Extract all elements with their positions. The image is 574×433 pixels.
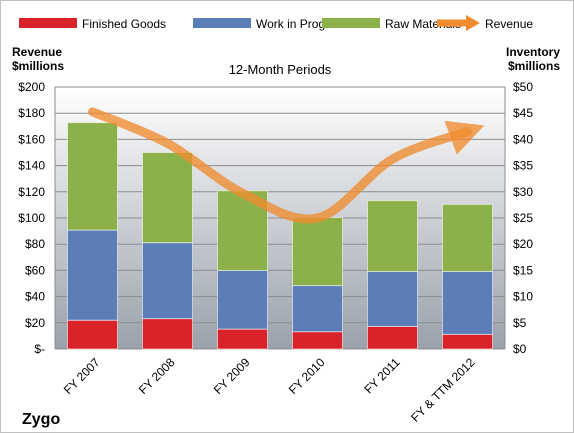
right-tick-label: $10: [513, 290, 533, 304]
bar-work-in-progress: [367, 270, 418, 327]
bar-finished-goods: [67, 319, 118, 350]
bar-finished-goods: [142, 318, 193, 350]
right-tick-label: $40: [513, 132, 533, 146]
bar-finished-goods: [292, 331, 343, 350]
legend-label-finished-goods: Finished Goods: [82, 17, 166, 31]
right-tick-label: $50: [513, 80, 533, 94]
right-axis-ticks: $0 $5 $10 $15 $20 $25 $30 $35 $40 $45 $50: [513, 80, 533, 356]
left-tick-label: $80: [25, 237, 45, 251]
left-tick-label: $100: [18, 211, 45, 225]
bar-raw-materials: [67, 122, 118, 231]
revenue-line-layer: [88, 107, 485, 224]
bar-raw-materials: [367, 200, 418, 272]
company-name: Zygo: [22, 411, 60, 428]
left-axis-ticks: $- $20 $40 $60 $80 $100 $120 $140 $160 $180 $200: [18, 80, 45, 356]
bar-work-in-progress: [67, 229, 118, 321]
left-tick-label: $160: [18, 132, 45, 146]
left-tick-label: $60: [25, 263, 45, 277]
legend: Finished Goods Work in Progress Raw Mate…: [19, 15, 533, 31]
bar-work-in-progress: [442, 270, 493, 335]
bar-finished-goods: [367, 325, 418, 350]
right-tick-label: $0: [513, 342, 527, 356]
left-axis-title-line2: $millions: [12, 59, 64, 73]
right-axis-title-line1: Inventory: [506, 45, 560, 59]
left-tick-label: $180: [18, 106, 45, 120]
chart-subtitle: 12-Month Periods: [229, 62, 332, 77]
bar-work-in-progress: [292, 285, 343, 333]
bar-finished-goods: [217, 328, 268, 350]
right-axis-title-line2: $millions: [508, 59, 560, 73]
left-tick-label: $140: [18, 159, 45, 173]
bar-finished-goods: [442, 333, 493, 350]
right-tick-label: $30: [513, 185, 533, 199]
bar-raw-materials: [292, 216, 343, 287]
left-axis-title-line1: Revenue: [12, 45, 62, 59]
legend-revenue-arrow-icon: [466, 15, 480, 31]
right-tick-label: $15: [513, 263, 533, 277]
left-tick-label: $20: [25, 316, 45, 330]
left-tick-label: $200: [18, 80, 45, 94]
gridlines: [54, 86, 506, 350]
legend-swatch-work-in-progress: [193, 18, 251, 28]
bar-work-in-progress: [217, 269, 268, 330]
left-tick-label: $120: [18, 185, 45, 199]
legend-swatch-raw-materials: [322, 18, 380, 28]
legend-label-revenue: Revenue: [485, 17, 533, 31]
left-tick-label: $40: [25, 290, 45, 304]
bar-raw-materials: [142, 152, 193, 244]
right-tick-label: $35: [513, 159, 533, 173]
right-tick-label: $20: [513, 237, 533, 251]
revenue-line: [88, 107, 485, 224]
bar-work-in-progress: [142, 242, 193, 320]
right-tick-label: $5: [513, 316, 527, 330]
bar-raw-materials: [442, 203, 493, 272]
left-tick-label: $-: [34, 342, 45, 356]
legend-swatch-finished-goods: [19, 18, 77, 28]
right-tick-label: $45: [513, 106, 533, 120]
right-tick-label: $25: [513, 211, 533, 225]
